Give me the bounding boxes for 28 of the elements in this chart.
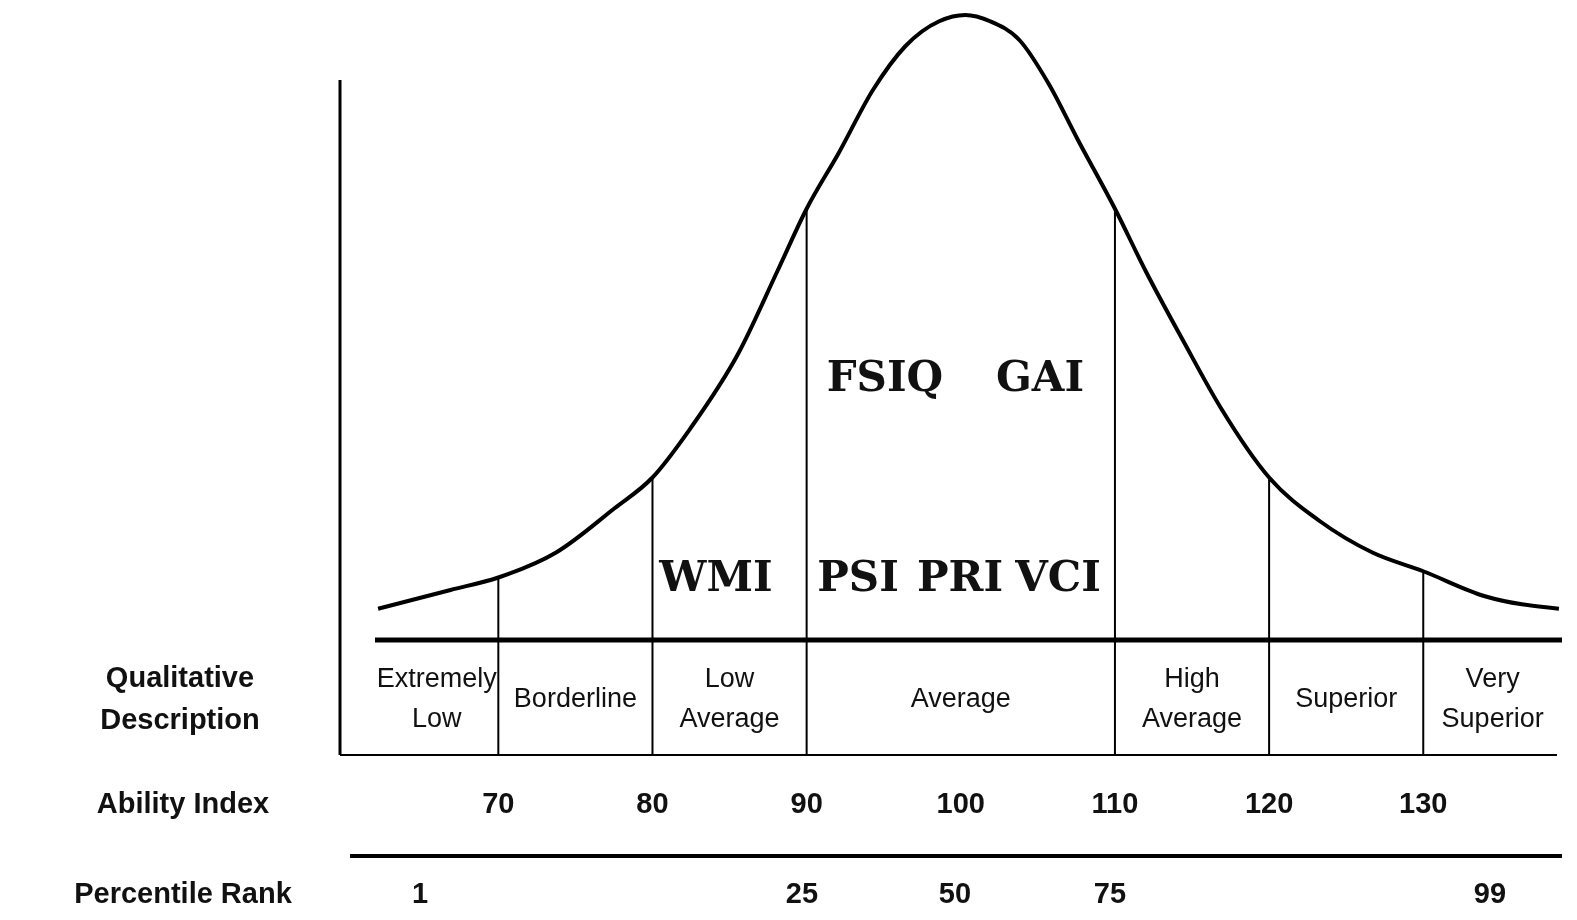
text: Very Superior (1441, 663, 1544, 733)
text: 25 (785, 876, 819, 909)
x-tick-label: 110 (1091, 786, 1139, 819)
text: Superior (1295, 683, 1398, 714)
annotation: FSIQ (826, 352, 944, 401)
text: Low Average (679, 663, 780, 733)
text: Borderline (513, 683, 637, 714)
annotation: GAI (995, 352, 1085, 401)
annotation: WMI (658, 552, 773, 601)
x-axis-title: Ability Index (96, 786, 270, 819)
text: Extremely Low (376, 663, 498, 733)
x-tick-label: 100 (936, 786, 985, 819)
text: Average (910, 683, 1011, 714)
x-tick-label: 130 (1399, 786, 1448, 819)
x-tick-label: 120 (1244, 786, 1294, 819)
text: 1 (411, 876, 429, 909)
text: High Average (1141, 663, 1243, 733)
x-tick-label: 70 (482, 786, 515, 819)
text: 99 (1473, 876, 1507, 909)
text: Percentile Rank (74, 876, 293, 909)
text: 50 (938, 876, 972, 909)
text: 75 (1093, 876, 1127, 909)
x-tick-label: 80 (636, 786, 669, 819)
annotation: VCI (1014, 552, 1101, 601)
annotation: PSI (817, 552, 899, 601)
x-tick-label: 90 (790, 786, 823, 819)
text: Qualitative Description (100, 660, 260, 735)
annotation: PRI (916, 552, 1004, 601)
